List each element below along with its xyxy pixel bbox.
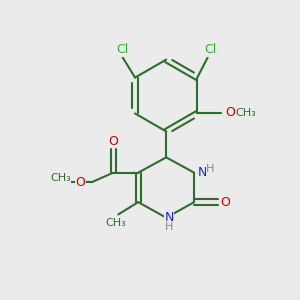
Text: H: H	[206, 164, 214, 174]
Text: O: O	[76, 176, 85, 189]
Text: O: O	[220, 196, 230, 208]
Text: O: O	[108, 135, 118, 148]
Text: Cl: Cl	[204, 43, 217, 56]
Text: H: H	[165, 222, 173, 232]
Text: CH₃: CH₃	[105, 218, 126, 228]
Text: CH₃: CH₃	[235, 108, 256, 118]
Text: O: O	[225, 106, 235, 119]
Text: N: N	[164, 211, 174, 224]
Text: N: N	[198, 166, 207, 179]
Text: CH₃: CH₃	[50, 173, 71, 183]
Text: Cl: Cl	[116, 43, 128, 56]
